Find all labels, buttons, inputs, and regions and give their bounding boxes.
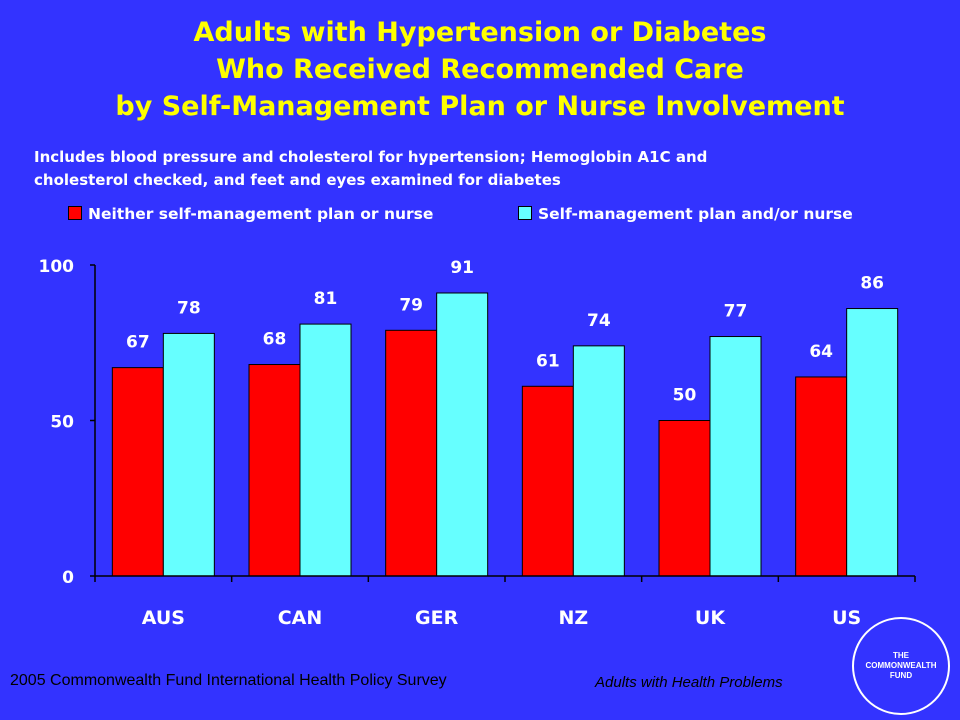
data-label-us-series-2: 86 [860,274,884,294]
x-tick-label-ger: GER [415,607,459,629]
legend-label-series-1: Neither self-management plan or nurse [88,205,434,223]
title-line-2: Who Received Recommended Care [216,54,744,85]
footer-source: 2005 Commonwealth Fund International Hea… [10,672,447,689]
y-tick-label-100: 100 [39,257,75,277]
logo-line-2: COMMONWEALTH [865,661,937,670]
data-label-aus-series-2: 78 [177,298,201,318]
data-label-ger-series-1: 79 [399,295,423,315]
footer-series-label: Adults with Health Problems [595,674,783,691]
x-tick-label-uk: UK [695,607,726,629]
subtitle-line-2: cholesterol checked, and feet and eyes e… [34,171,561,189]
x-tick-label-aus: AUS [142,607,185,629]
chart-subtitle: Includes blood pressure and cholesterol … [34,146,914,192]
legend-swatch-red [68,206,82,220]
bar-can-series-2 [299,323,352,577]
bar-aus-series-1 [111,367,164,577]
bar-uk-series-1 [658,420,711,577]
data-label-nz-series-1: 61 [536,351,560,371]
data-label-uk-series-2: 77 [724,302,748,322]
legend-swatch-cyan [518,206,532,220]
title-line-3: by Self-Management Plan or Nurse Involve… [115,91,845,122]
bar-ger-series-2 [436,292,489,577]
data-label-can-series-1: 68 [263,330,287,350]
bar-uk-series-2 [709,336,762,577]
bar-us-series-2 [846,308,899,577]
commonwealth-fund-logo: THE COMMONWEALTH FUND [852,617,950,715]
subtitle-line-1: Includes blood pressure and cholesterol … [34,148,708,166]
y-tick-label-50: 50 [50,413,74,433]
bar-nz-series-2 [572,345,625,577]
y-tick-label-0: 0 [62,568,74,588]
logo-line-3: FUND [889,671,913,680]
chart-title: Adults with Hypertension or Diabetes Who… [0,14,960,125]
data-label-nz-series-2: 74 [587,311,611,331]
data-label-uk-series-1: 50 [673,386,697,406]
x-tick-label-nz: NZ [558,607,588,629]
title-line-1: Adults with Hypertension or Diabetes [193,17,767,48]
legend-item-series-1: Neither self-management plan or nurse [68,205,433,223]
bar-can-series-1 [248,364,301,577]
data-label-ger-series-2: 91 [450,258,474,278]
legend-label-series-2: Self-management plan and/or nurse [538,205,853,223]
logo-line-1: THE [893,651,909,660]
bar-ger-series-1 [385,329,438,577]
data-label-aus-series-1: 67 [126,333,150,353]
data-label-us-series-1: 64 [809,342,833,362]
bar-aus-series-2 [162,332,215,577]
bar-nz-series-1 [521,385,574,577]
data-label-can-series-2: 81 [314,289,338,309]
bar-us-series-1 [795,376,848,577]
legend-item-series-2: Self-management plan and/or nurse [518,205,853,223]
x-tick-label-can: CAN [278,607,323,629]
x-tick-label-us: US [832,607,861,629]
